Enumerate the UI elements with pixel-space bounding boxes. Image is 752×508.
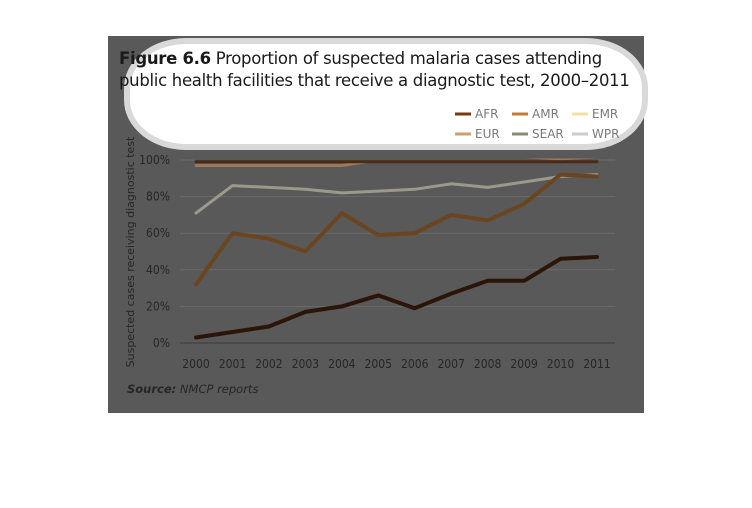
y-tick-label: 80% [146, 190, 170, 204]
y-tick-label: 60% [146, 226, 170, 240]
figure-title: Figure 6.6 Proportion of suspected malar… [119, 48, 639, 92]
source-label: Source: [127, 382, 177, 396]
source-text: NMCP reports [179, 382, 259, 396]
x-tick-label: 2002 [255, 357, 282, 371]
source-note: Source: NMCP reports [127, 382, 258, 396]
legend-label-emr: EMR [592, 107, 618, 121]
x-tick-label: 2009 [510, 357, 538, 371]
legend-label-sear: SEAR [532, 127, 564, 141]
x-tick-label: 2007 [437, 357, 464, 371]
y-tick-label: 40% [146, 263, 170, 277]
x-tick-label: 2001 [219, 357, 246, 371]
x-tick-label: 2008 [474, 357, 502, 371]
figure-number: Figure 6.6 [119, 49, 211, 68]
x-tick-label: 2003 [292, 357, 319, 371]
x-tick-label: 2010 [547, 357, 575, 371]
y-axis-label: Suspected cases receiving diagnostic tes… [124, 136, 137, 367]
chart-series [194, 158, 599, 340]
legend-highlight-blob [130, 44, 642, 144]
x-tick-label: 2006 [401, 357, 429, 371]
legend-label-afr: AFR [475, 107, 498, 121]
x-tick-label: 2000 [182, 357, 210, 371]
legend-label-wpr: WPR [592, 127, 619, 141]
legend-label-amr: AMR [532, 107, 559, 121]
x-tick-label: 2011 [583, 357, 610, 371]
series-line-emr [194, 173, 599, 215]
y-tick-label: 100% [139, 153, 170, 167]
x-tick-label: 2004 [328, 357, 356, 371]
series-line-afr [194, 255, 599, 340]
x-tick-label: 2005 [365, 357, 392, 371]
y-tick-label: 0% [153, 336, 170, 350]
chart-legend: AFR AMR EMR EUR SEAR WPR [455, 107, 619, 141]
figure-caption: Proportion of suspected malaria cases at… [119, 49, 630, 90]
y-tick-label: 20% [146, 299, 170, 313]
chart-axes: 0% 20% 40% 60% 80% 100% 2000 2001 2002 2003 2004 20… [139, 153, 611, 371]
series-line-amr [194, 172, 599, 287]
legend-label-eur: EUR [475, 127, 500, 141]
